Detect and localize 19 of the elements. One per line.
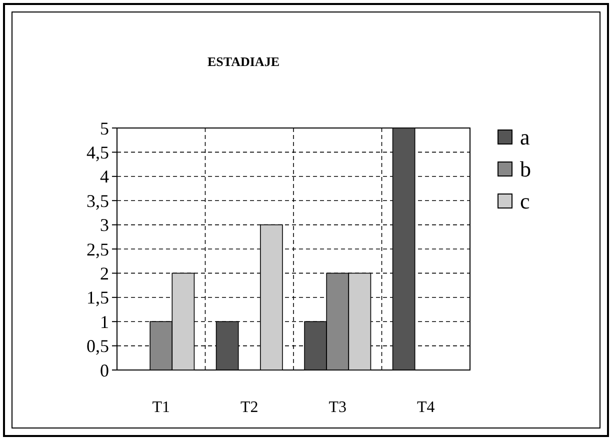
x-tick-label: T4 xyxy=(416,399,435,416)
legend-label: c xyxy=(520,188,530,214)
legend-label: b xyxy=(520,156,531,182)
y-tick-label: 3,5 xyxy=(86,190,109,211)
x-tick-label: T3 xyxy=(328,399,347,416)
y-tick-label: 2 xyxy=(100,264,109,284)
y-tick-label: 1 xyxy=(100,312,109,332)
y-tick-label: 4 xyxy=(100,166,109,187)
y-tick-label: 1,5 xyxy=(86,288,109,308)
chart-title: ESTADIAJE xyxy=(207,54,280,69)
y-tick-label: 0,5 xyxy=(86,336,109,356)
y-tick-label: 2,5 xyxy=(86,239,109,260)
y-tick-label: 3 xyxy=(100,215,109,236)
y-tick-label: 5 xyxy=(100,118,109,138)
x-tick-label: T2 xyxy=(240,399,258,416)
y-tick-label: 4,5 xyxy=(86,142,109,162)
x-tick-label: T1 xyxy=(152,399,170,416)
legend-label: a xyxy=(520,124,530,150)
y-tick-label: 0 xyxy=(100,360,109,380)
